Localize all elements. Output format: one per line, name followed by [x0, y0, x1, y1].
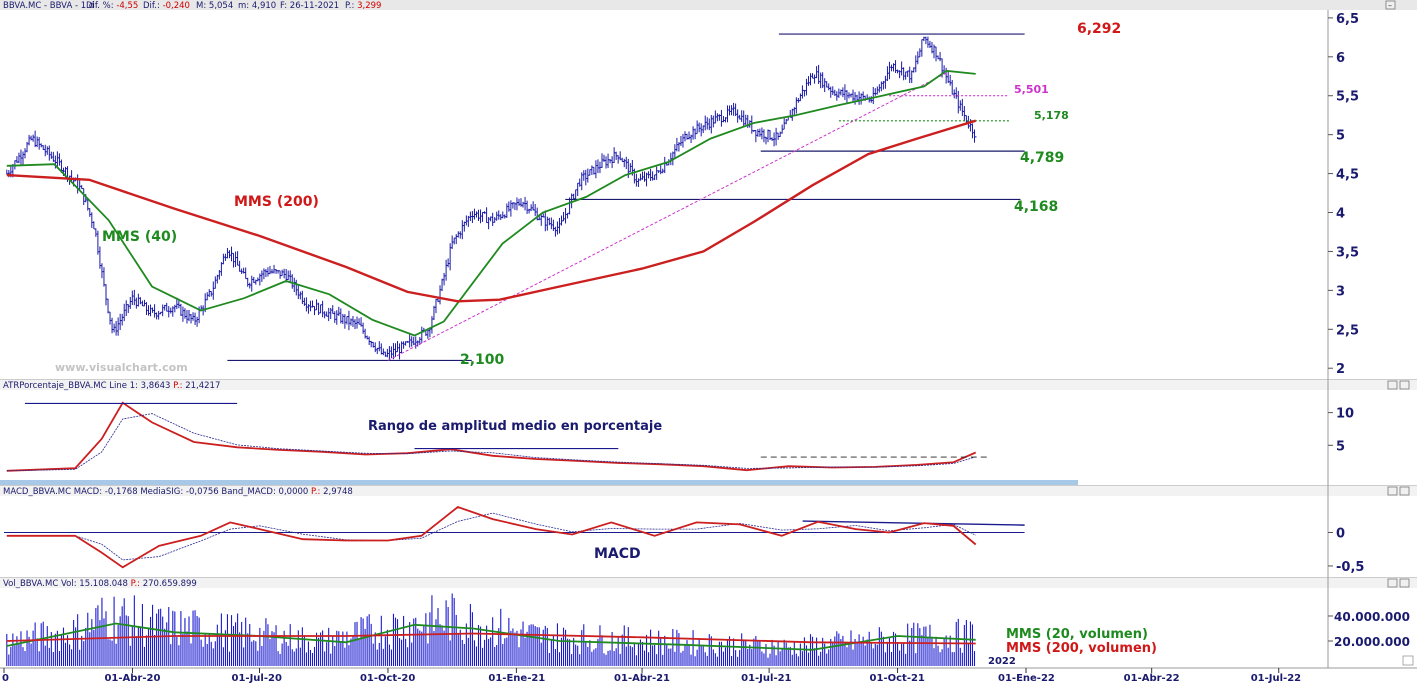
- price-header-price: P.: 3,299: [345, 1, 381, 11]
- price-panel: [6, 33, 1025, 362]
- mms40-annotation: MMS (40): [102, 229, 177, 245]
- atr-panel: [6, 401, 989, 472]
- x-tick-label: 01-Ene-21: [488, 673, 545, 684]
- watermark: www.visualchart.com: [55, 361, 188, 374]
- price-minimize-button[interactable]: [1385, 0, 1396, 10]
- y-tick-label: 0: [1336, 526, 1345, 541]
- minimize-icon: –: [1388, 1, 1392, 10]
- volume-header: Vol_BBVA.MC Vol: 15.108.048 P.: 270.659.…: [3, 579, 197, 589]
- x-tick-label: 01-Oct-20: [360, 673, 415, 684]
- x-tick-label: 0: [2, 673, 9, 684]
- y-tick-label: 10: [1336, 407, 1354, 422]
- volume-maximize-button[interactable]: [1399, 578, 1410, 588]
- y-tick-label: 20.000.000: [1334, 635, 1410, 649]
- price-panel-controls: –: [1385, 0, 1396, 10]
- y-tick-label: 5,5: [1336, 90, 1359, 105]
- vol-mms20-label: MMS (20, volumen): [1006, 627, 1148, 642]
- price-header-min: m: 4,910: [238, 1, 276, 11]
- x-tick-label: 01-Oct-21: [870, 673, 925, 684]
- y-tick-label: 6,5: [1336, 12, 1359, 27]
- mms40-line: [6, 69, 976, 337]
- x-tick-label: 01-Jul-21: [741, 673, 791, 684]
- macd-header-bar: [0, 486, 1417, 496]
- atr-title: Rango de amplitud medio en porcentaje: [368, 419, 662, 434]
- vol-mms200-line: [6, 632, 976, 645]
- y-tick-label: 4,5: [1336, 168, 1359, 183]
- macd-panel: [4, 505, 1025, 569]
- y-tick-label: 4: [1336, 207, 1345, 222]
- trendline: [387, 70, 951, 361]
- x-tick-label: 01-Abr-21: [614, 673, 670, 684]
- y-tick-label: 3: [1336, 284, 1345, 299]
- volume-header-bar: [0, 578, 1417, 588]
- x-tick-label: 01-Abr-22: [1124, 673, 1180, 684]
- level-label-2100: 2,100: [460, 352, 505, 368]
- atr-maximize-button[interactable]: [1399, 380, 1410, 390]
- macd-resistance-line: [802, 520, 1025, 526]
- level-label-6292: 6,292: [1077, 21, 1121, 37]
- price-header-difpct: Dif. %: -4,55: [86, 1, 138, 11]
- atr-header: ATRPorcentaje_BBVA.MC Line 1: 3,8643 P.:…: [3, 381, 220, 391]
- atr-scrollbar[interactable]: [0, 480, 1078, 485]
- mms200-line: [6, 119, 977, 303]
- year-marker-2022: 2022: [988, 656, 1016, 667]
- macd-line: [6, 505, 977, 569]
- y-tick-label: 2: [1336, 362, 1345, 377]
- atr-panel-controls: [1387, 380, 1410, 390]
- volume-panel-controls: [1387, 578, 1410, 588]
- vol-mms200-label: MMS (200, volumen): [1006, 641, 1157, 656]
- price-header-max: M: 5,054: [196, 1, 233, 11]
- atr-minimize-button[interactable]: [1387, 380, 1398, 390]
- x-tick-label: 01-Jul-22: [1251, 673, 1301, 684]
- macd-title: MACD: [594, 546, 641, 562]
- level-label-5501: 5,501: [1014, 83, 1049, 96]
- y-tick-label: 6: [1336, 51, 1345, 66]
- macd-panel-controls: [1387, 486, 1410, 496]
- level-label-4789: 4,789: [1020, 150, 1064, 166]
- x-tick-label: 01-Ene-22: [998, 673, 1055, 684]
- y-tick-label: 2,5: [1336, 323, 1359, 338]
- level-label-5178: 5,178: [1034, 109, 1069, 122]
- atr-line: [6, 401, 977, 472]
- y-tick-label: -0,5: [1336, 560, 1364, 575]
- scale-button[interactable]: [1402, 655, 1414, 666]
- x-tick-label: 01-Abr-20: [104, 673, 160, 684]
- atr-header-bar: [0, 380, 1417, 390]
- x-axis-ticks: 0 01-Abr-20 01-Jul-20 01-Oct-20 01-Ene-21 01-…: [2, 668, 1301, 684]
- vol-mms20-line: [6, 622, 976, 651]
- price-header-bar: [0, 0, 1417, 10]
- atr-signal-line: [6, 413, 976, 472]
- price-header-date: F: 26-11-2021: [280, 1, 339, 11]
- y-tick-label: 5: [1336, 129, 1345, 144]
- price-header-dif: Dif.: -0,240: [143, 1, 190, 11]
- price-header-symbol: BBVA.MC - BBVA - 1 d: [3, 1, 94, 11]
- macd-header: MACD_BBVA.MC MACD: -0,1768 MediaSIG: -0,…: [3, 487, 353, 497]
- y-tick-label: 40.000.000: [1334, 610, 1410, 624]
- y-tick-label: 3,5: [1336, 245, 1359, 260]
- macd-minimize-button[interactable]: [1387, 486, 1398, 496]
- macd-maximize-button[interactable]: [1399, 486, 1410, 496]
- level-label-4168: 4,168: [1014, 199, 1058, 215]
- mms200-annotation: MMS (200): [234, 194, 319, 210]
- x-tick-label: 01-Jul-20: [232, 673, 282, 684]
- y-axis-ticks: 2 2,5 3 3,5 4 4,5 5 5,5 6 6,5 5 10 0 -0,5 20.000.000 40…: [1328, 12, 1410, 649]
- volume-panel: [6, 593, 976, 666]
- y-tick-label: 5: [1336, 439, 1345, 454]
- volume-minimize-button[interactable]: [1387, 578, 1398, 588]
